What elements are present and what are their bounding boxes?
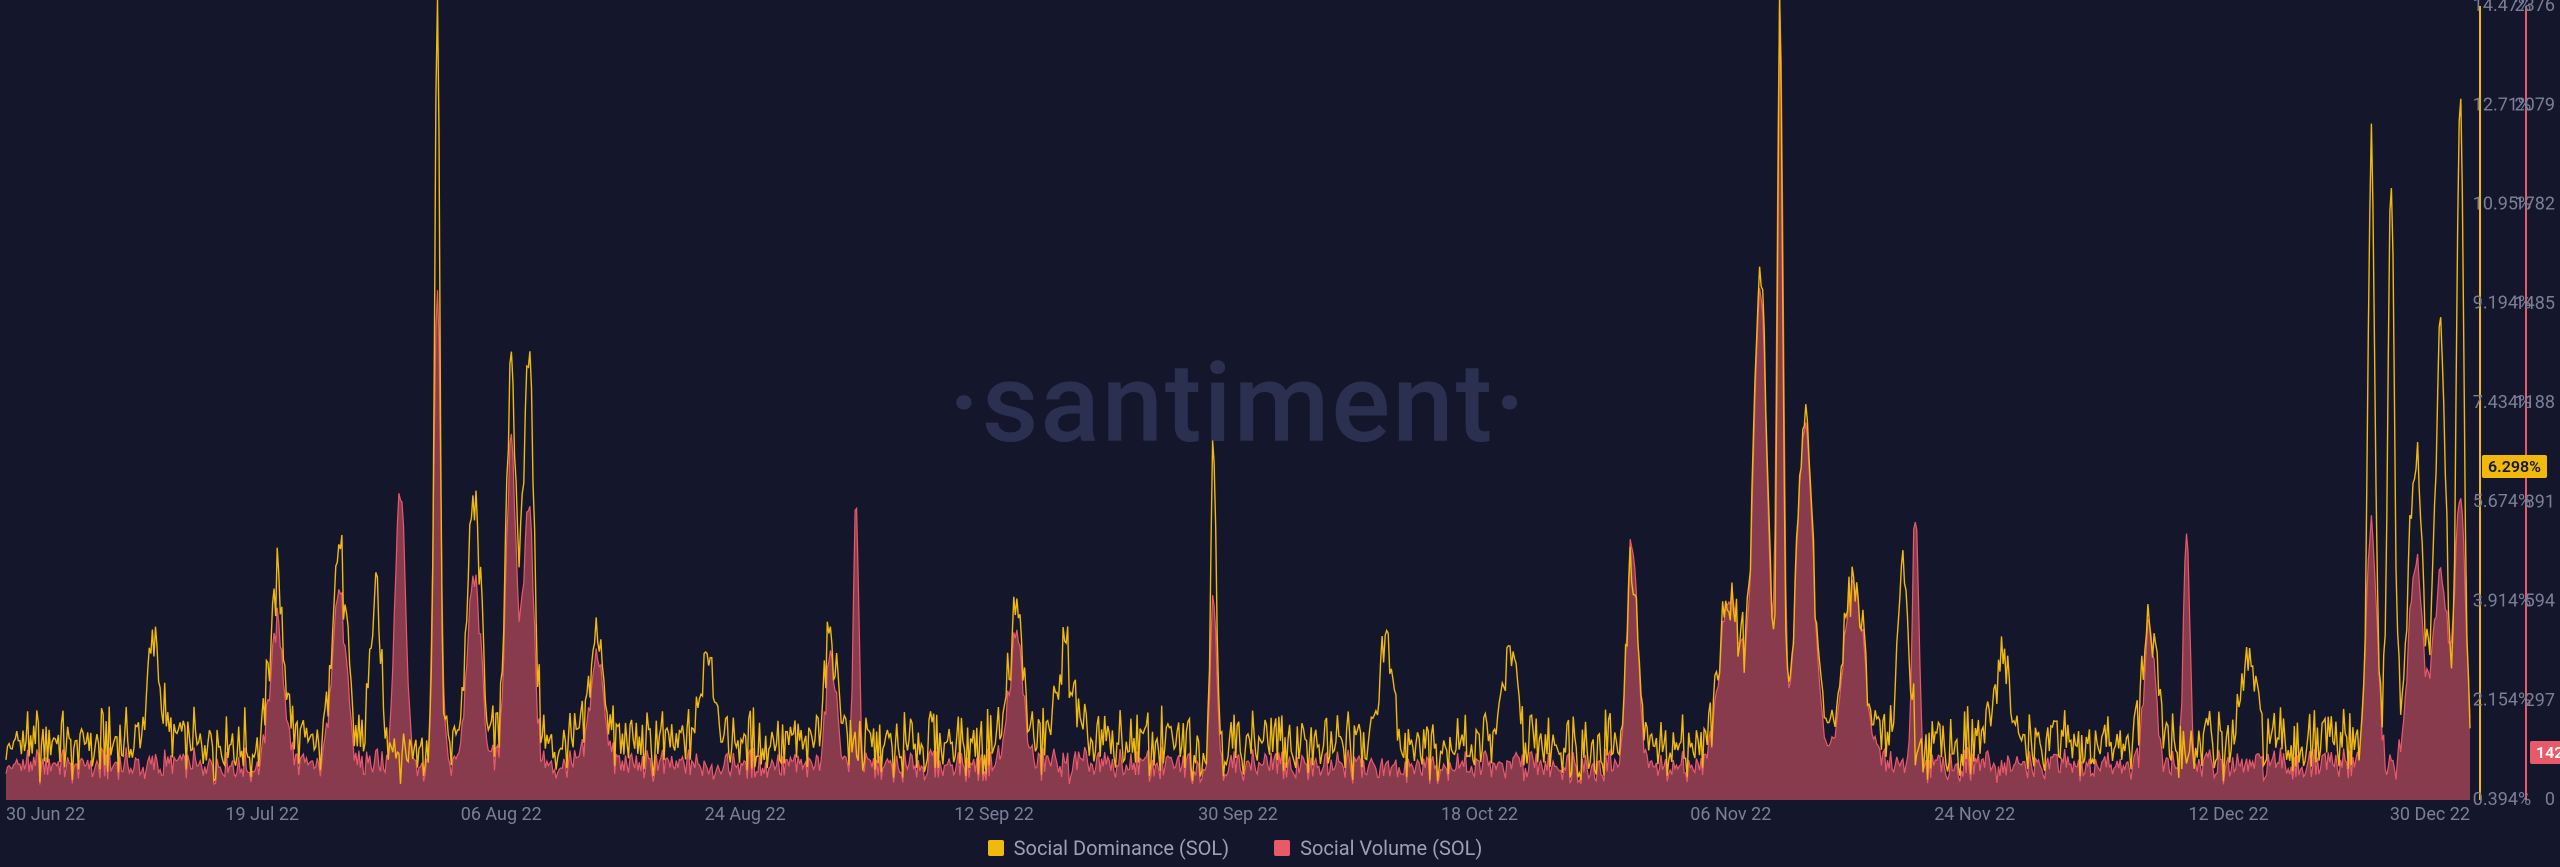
svg-text:1188: 1188 [2515, 392, 2555, 413]
svg-text:06 Aug 22: 06 Aug 22 [461, 804, 542, 825]
svg-text:1782: 1782 [2515, 194, 2555, 215]
svg-text:30 Dec 22: 30 Dec 22 [2390, 804, 2470, 825]
svg-text:·santiment·: ·santiment· [949, 339, 1528, 468]
svg-text:0.394%: 0.394% [2473, 789, 2531, 810]
svg-text:12 Dec 22: 12 Dec 22 [2188, 804, 2268, 825]
svg-text:0: 0 [2545, 789, 2555, 810]
svg-text:891: 891 [2525, 491, 2555, 512]
svg-text:24 Nov 22: 24 Nov 22 [1934, 804, 2015, 825]
svg-text:19 Jul 22: 19 Jul 22 [225, 804, 299, 825]
svg-text:1485: 1485 [2515, 293, 2555, 314]
svg-text:594: 594 [2525, 591, 2555, 612]
legend-label-volume: Social Volume (SOL) [1300, 836, 1482, 860]
svg-text:2079: 2079 [2515, 94, 2555, 115]
legend-item-volume: Social Volume (SOL) [1274, 836, 1482, 860]
chart-container[interactable]: ·santiment·0.394%2.154%3.914%5.674%7.434… [0, 0, 2560, 867]
svg-text:297: 297 [2525, 690, 2555, 711]
svg-text:30 Jun 22: 30 Jun 22 [6, 804, 85, 825]
svg-text:18 Oct 22: 18 Oct 22 [1441, 804, 1518, 825]
svg-text:2376: 2376 [2515, 0, 2555, 16]
current-value-badge-dominance: 6.298% [2482, 455, 2547, 478]
svg-text:24 Aug 22: 24 Aug 22 [705, 804, 786, 825]
legend-swatch-dominance [988, 840, 1004, 856]
svg-text:30 Sep 22: 30 Sep 22 [1198, 804, 1278, 825]
svg-text:12 Sep 22: 12 Sep 22 [954, 804, 1034, 825]
legend-swatch-volume [1274, 840, 1290, 856]
legend-label-dominance: Social Dominance (SOL) [1014, 836, 1229, 860]
svg-text:2.154%: 2.154% [2473, 690, 2531, 711]
legend-item-dominance: Social Dominance (SOL) [988, 836, 1229, 860]
svg-text:06 Nov 22: 06 Nov 22 [1690, 804, 1771, 825]
chart-svg: ·santiment·0.394%2.154%3.914%5.674%7.434… [0, 0, 2560, 867]
svg-text:5.674%: 5.674% [2473, 491, 2531, 512]
svg-text:3.914%: 3.914% [2473, 590, 2531, 611]
legend: Social Dominance (SOL) Social Volume (SO… [0, 836, 2470, 861]
current-value-badge-volume: 142 [2530, 741, 2560, 764]
